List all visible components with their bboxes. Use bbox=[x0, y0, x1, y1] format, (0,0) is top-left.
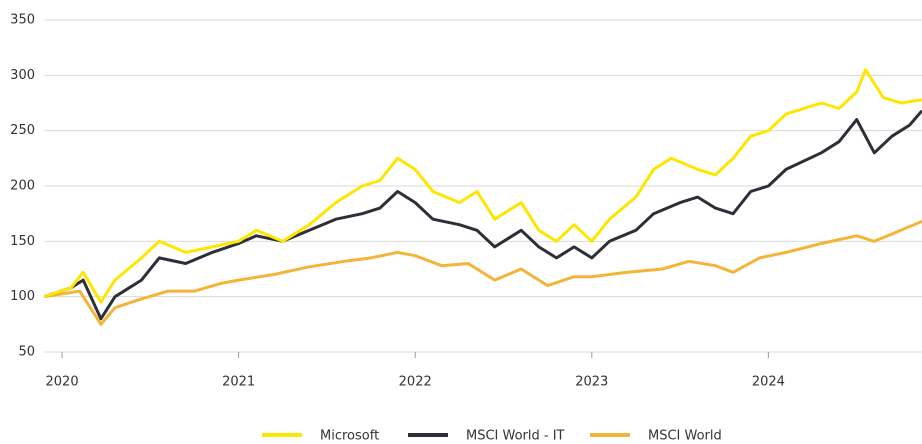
y-tick-label: 350 bbox=[10, 13, 35, 28]
x-tick-label: 2023 bbox=[575, 375, 608, 390]
series-line bbox=[43, 68, 922, 304]
x-tick-label: 2020 bbox=[46, 375, 79, 390]
y-tick-label: 250 bbox=[10, 123, 35, 138]
y-tick-label: 150 bbox=[10, 234, 35, 249]
x-tick-label: 2021 bbox=[222, 375, 255, 390]
y-tick-label: 50 bbox=[18, 345, 35, 360]
legend-label: MSCI World bbox=[648, 429, 722, 444]
legend-label: Microsoft bbox=[320, 429, 379, 444]
y-tick-label: 200 bbox=[10, 179, 35, 194]
x-tick-label: 2022 bbox=[399, 375, 432, 390]
series-line bbox=[43, 109, 922, 321]
legend-label: MSCI World - IT bbox=[466, 429, 565, 444]
y-tick-label: 100 bbox=[10, 289, 35, 304]
y-tick-label: 300 bbox=[10, 68, 35, 83]
x-tick-label: 2024 bbox=[752, 375, 785, 390]
series-line bbox=[44, 220, 922, 326]
